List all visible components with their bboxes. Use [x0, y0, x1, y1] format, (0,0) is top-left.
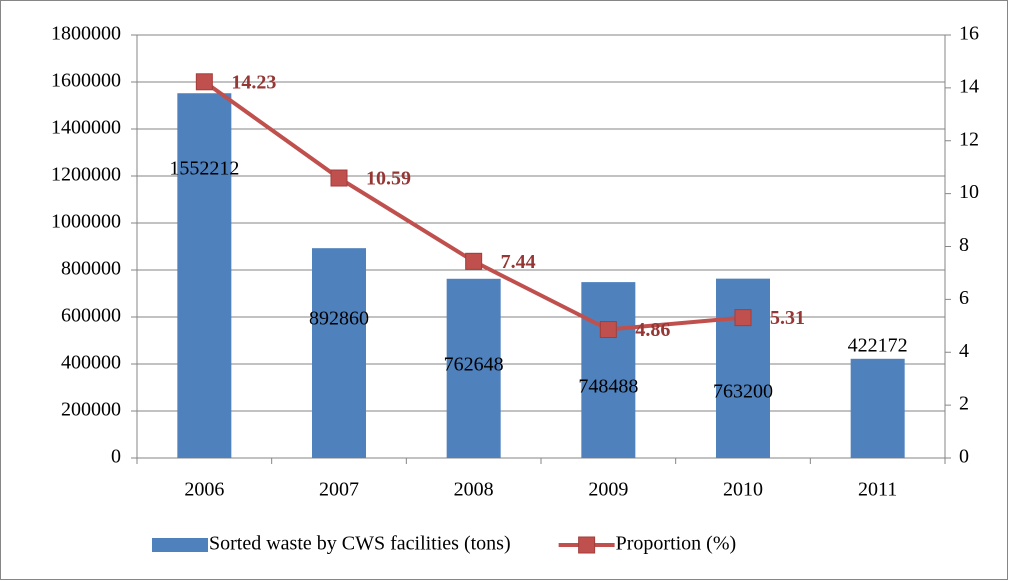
legend-marker	[578, 536, 596, 554]
y2-tick-label: 4	[959, 340, 969, 362]
line-value-label: 10.59	[366, 168, 411, 190]
line-marker	[734, 309, 752, 327]
y-tick-label: 1600000	[51, 70, 121, 92]
y-tick-label: 600000	[61, 305, 121, 327]
y-tick-label: 200000	[61, 399, 121, 421]
line-value-label: 4.86	[635, 319, 670, 341]
bar-value-label: 763200	[713, 381, 773, 403]
line-marker	[195, 73, 213, 91]
y-tick-label: 400000	[61, 352, 121, 374]
y-tick-label: 1800000	[51, 23, 121, 45]
x-tick-label: 2006	[184, 479, 224, 501]
x-tick-label: 2007	[319, 479, 359, 501]
legend-swatch	[152, 538, 208, 552]
bar	[446, 278, 501, 458]
bar	[581, 282, 636, 458]
y-tick-label: 1400000	[51, 117, 121, 139]
line-marker	[599, 321, 617, 339]
y-tick-label: 1000000	[51, 211, 121, 233]
bar-value-label: 762648	[444, 354, 504, 376]
y-tick-label: 1200000	[51, 164, 121, 186]
x-tick-label: 2008	[454, 479, 494, 501]
y2-tick-label: 12	[959, 128, 979, 150]
bar-value-label: 422172	[848, 335, 908, 357]
bar	[716, 278, 770, 458]
x-tick-label: 2011	[858, 479, 897, 501]
bar	[177, 93, 232, 459]
line-value-label: 5.31	[770, 307, 805, 329]
bar-value-label: 1552212	[169, 158, 239, 180]
line-marker	[330, 169, 348, 187]
x-tick-label: 2010	[723, 479, 763, 501]
y2-tick-label: 14	[959, 75, 979, 97]
y-tick-label: 0	[111, 446, 121, 468]
x-tick-label: 2009	[588, 479, 628, 501]
y2-tick-label: 8	[959, 234, 969, 256]
bar	[312, 248, 366, 458]
bar-value-label: 748488	[578, 376, 638, 398]
bar-value-label: 892860	[309, 308, 369, 330]
line-marker	[465, 252, 483, 270]
bar	[850, 358, 905, 458]
line-value-label: 7.44	[501, 251, 536, 273]
y2-tick-label: 6	[959, 287, 969, 309]
legend-label: Sorted waste by CWS facilities (tons)	[209, 533, 511, 555]
legend-label: Proportion (%)	[616, 533, 737, 555]
y2-tick-label: 16	[959, 23, 979, 45]
line-value-label: 14.23	[231, 71, 276, 93]
y2-tick-label: 2	[959, 393, 969, 415]
y-tick-label: 800000	[61, 258, 121, 280]
y2-tick-label: 10	[959, 181, 979, 203]
y2-tick-label: 0	[959, 446, 969, 468]
